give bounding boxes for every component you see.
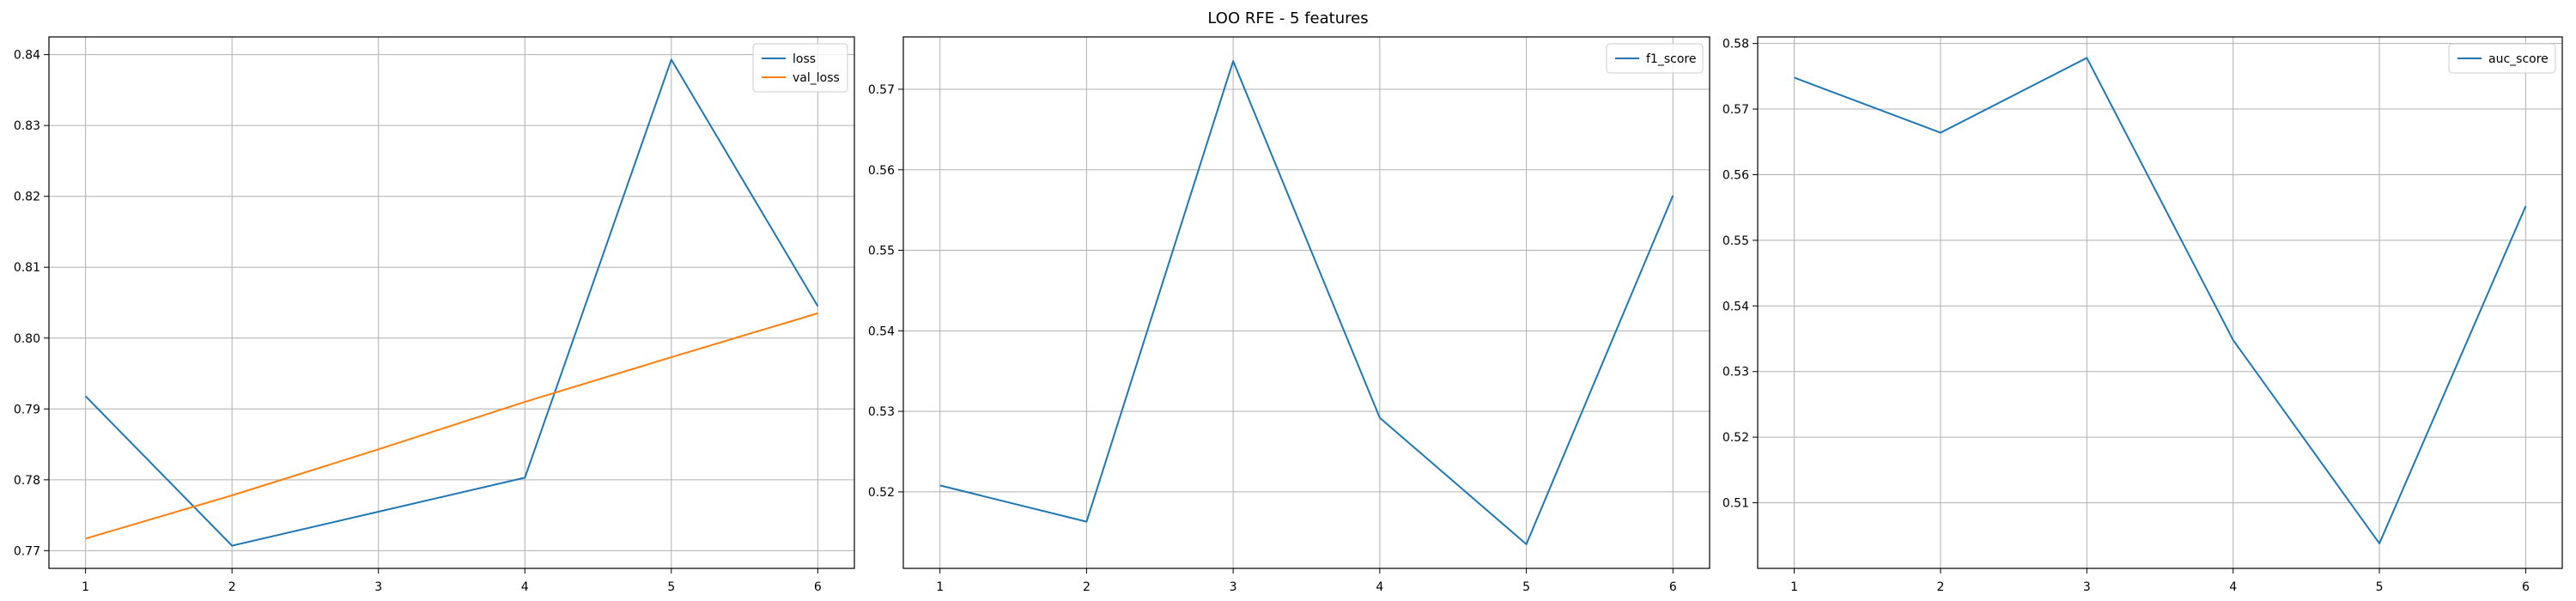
- x-tick-label: 4: [521, 580, 529, 594]
- x-tick-label: 5: [1522, 580, 1530, 594]
- axes-frame: [902, 36, 1710, 569]
- x-tick-label: 1: [1790, 580, 1798, 594]
- x-tick-label: 1: [936, 580, 944, 594]
- legend-label-f1_score: f1_score: [1646, 52, 1696, 66]
- series-line-loss: [84, 58, 819, 547]
- y-tick-label: 0.55: [1722, 234, 1749, 248]
- charts-container: 1 2 3 4 5 6 0.77 0.78 0.79 0.80 0.81 0.82 0.83 0.84 lo…: [14, 36, 2563, 594]
- legend: loss val_loss: [752, 43, 848, 93]
- y-tick-label: 0.56: [868, 164, 895, 178]
- x-tick-label: 6: [1669, 580, 1677, 594]
- x-tick-label: 2: [1083, 580, 1091, 594]
- y-tick-label: 0.81: [14, 261, 40, 275]
- y-tick-label: 0.80: [14, 332, 40, 346]
- y-tick-label: 0.53: [868, 405, 895, 419]
- series-line-f1_score: [939, 60, 1674, 545]
- chart-1: 1 2 3 4 5 6 0.77 0.78 0.79 0.80 0.81 0.82 0.83 0.84 lo…: [14, 36, 855, 594]
- y-tick-label: 0.83: [14, 119, 40, 133]
- x-tick-label: 2: [228, 580, 236, 594]
- axes-frame: [48, 36, 855, 569]
- figure-title: LOO RFE - 5 features: [1207, 9, 1368, 27]
- y-tick-label: 0.53: [1722, 366, 1749, 379]
- legend-box: [1606, 43, 1704, 74]
- y-tick-label: 0.51: [1722, 497, 1749, 511]
- x-tick-label: 5: [2376, 580, 2384, 594]
- y-tick-label: 0.56: [1722, 168, 1749, 182]
- legend-label-loss: loss: [793, 52, 816, 66]
- legend: auc_score: [2448, 43, 2556, 74]
- x-tick-label: 3: [374, 580, 382, 594]
- x-tick-label: 5: [667, 580, 675, 594]
- legend-label-auc_score: auc_score: [2488, 52, 2549, 66]
- y-tick-label: 0.52: [868, 486, 895, 500]
- x-tick-label: 3: [1230, 580, 1237, 594]
- series-line-auc_score: [1794, 57, 2527, 544]
- y-tick-label: 0.78: [14, 474, 40, 488]
- legend-box: [2448, 43, 2556, 74]
- y-tick-label: 0.57: [1722, 103, 1749, 117]
- legend: f1_score: [1606, 43, 1704, 74]
- y-tick-label: 0.58: [1722, 38, 1749, 52]
- x-tick-label: 4: [1376, 580, 1383, 594]
- x-tick-label: 2: [1936, 580, 1944, 594]
- y-tick-label: 0.52: [1722, 431, 1749, 445]
- y-tick-label: 0.55: [868, 245, 895, 258]
- x-tick-label: 4: [2229, 580, 2237, 594]
- y-tick-label: 0.54: [1722, 300, 1749, 313]
- y-tick-label: 0.77: [14, 544, 40, 558]
- y-tick-label: 0.54: [868, 325, 895, 338]
- chart-2: 1 2 3 4 5 6 0.52 0.53 0.54 0.55 0.56 0.57 f1_score: [868, 36, 1710, 594]
- y-tick-label: 0.79: [14, 403, 40, 416]
- y-tick-label: 0.84: [14, 49, 40, 63]
- y-tick-label: 0.57: [868, 83, 895, 97]
- legend-label-val_loss: val_loss: [793, 71, 840, 85]
- chart-3: 1 2 3 4 5 6 0.51 0.52 0.53 0.54 0.55 0.56 0.57 0.58 au…: [1722, 36, 2563, 594]
- legend-box: [752, 43, 848, 93]
- series-line-val_loss: [85, 312, 818, 540]
- x-tick-label: 1: [82, 580, 89, 594]
- y-tick-label: 0.82: [14, 191, 40, 204]
- axes-frame: [1757, 36, 2563, 569]
- x-tick-label: 3: [2083, 580, 2091, 594]
- x-tick-label: 6: [2522, 580, 2530, 594]
- x-tick-label: 6: [814, 580, 822, 594]
